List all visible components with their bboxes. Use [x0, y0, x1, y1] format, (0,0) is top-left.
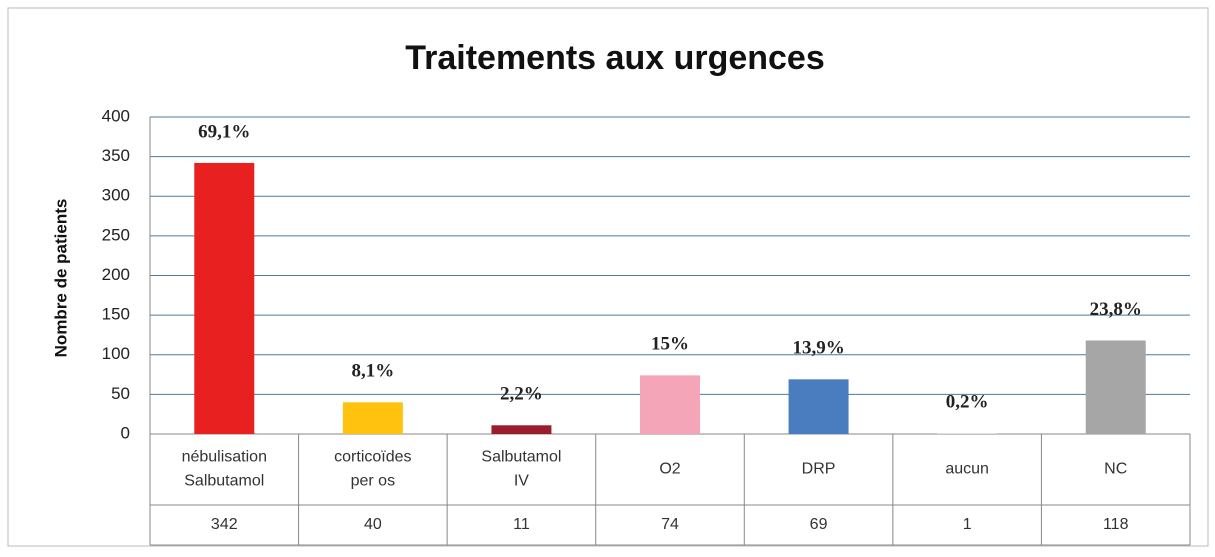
- y-tick-label: 200: [102, 265, 130, 284]
- category-label: per os: [351, 473, 395, 490]
- category-label: DRP: [802, 461, 836, 478]
- table-value: 342: [211, 516, 238, 533]
- category-label: corticoïdes: [334, 449, 411, 466]
- category-label: Salbutamol: [481, 449, 561, 466]
- category-label: aucun: [945, 461, 989, 478]
- bar: [640, 375, 700, 434]
- percent-label: 8,1%: [351, 361, 394, 382]
- table-value: 74: [661, 516, 679, 533]
- percent-label: 23,8%: [1090, 299, 1142, 320]
- category-label: nébulisation: [182, 449, 267, 466]
- table-value: 40: [364, 516, 382, 533]
- y-tick-label: 150: [102, 305, 130, 324]
- y-tick-label: 400: [102, 106, 130, 125]
- y-tick-label: 50: [111, 384, 130, 403]
- category-label: O2: [659, 461, 680, 478]
- bar: [1085, 340, 1146, 434]
- percent-label: 15%: [651, 334, 689, 355]
- y-tick-label: 0: [121, 423, 130, 442]
- y-tick-label: 250: [102, 225, 130, 244]
- bar: [491, 425, 552, 434]
- y-tick-label: 300: [102, 186, 130, 205]
- bar: [342, 402, 403, 434]
- y-axis-label: Nombre de patients: [51, 199, 70, 358]
- percent-label: 13,9%: [792, 338, 844, 359]
- y-tick-label: 350: [102, 146, 130, 165]
- table-value: 69: [810, 516, 828, 533]
- bar: [937, 433, 998, 434]
- bar: [788, 379, 849, 434]
- table-value: 118: [1103, 516, 1129, 533]
- percent-label: 2,2%: [500, 384, 543, 405]
- percent-label: 0,2%: [946, 392, 989, 413]
- percent-label: 69,1%: [198, 121, 250, 142]
- category-label: Salbutamol: [184, 473, 264, 490]
- table-value: 1: [963, 516, 972, 533]
- y-tick-label: 100: [102, 344, 130, 363]
- category-label: NC: [1104, 461, 1127, 478]
- bar: [194, 162, 255, 434]
- chart-title: Traitements aux urgences: [405, 39, 825, 77]
- table-value: 11: [513, 516, 530, 533]
- category-label: IV: [514, 473, 529, 490]
